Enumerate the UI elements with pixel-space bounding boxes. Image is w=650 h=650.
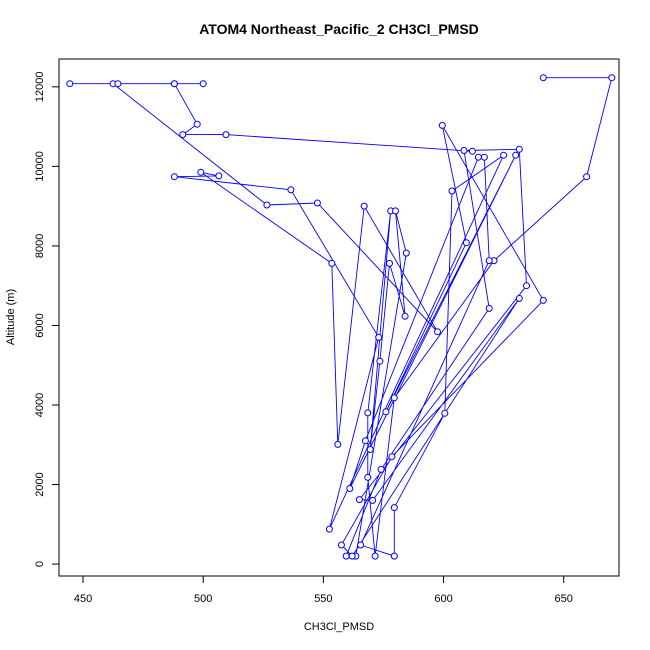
data-point (222, 131, 230, 139)
data-point (474, 153, 482, 161)
data-point (364, 409, 372, 417)
data-point (382, 408, 390, 416)
series-line (69, 77, 613, 557)
data-point (114, 80, 122, 88)
data-point (342, 552, 350, 560)
y-tick-label: 12000 (34, 72, 46, 103)
data-point (215, 172, 223, 180)
data-point (348, 552, 356, 560)
data-point (170, 173, 178, 181)
data-point (583, 173, 591, 181)
data-point (448, 187, 456, 195)
data-point (364, 473, 372, 481)
data-point (512, 151, 520, 159)
data-point (539, 74, 547, 82)
data-point (462, 239, 470, 247)
y-tick-label: 6000 (34, 313, 46, 337)
chart-title: ATOM4 Northeast_Pacific_2 CH3Cl_PMSD (199, 21, 479, 37)
data-point (346, 485, 354, 492)
data-point (197, 168, 205, 176)
data-point (360, 202, 368, 210)
x-tick-label: 450 (74, 593, 92, 605)
data-point (438, 121, 446, 129)
data-point (485, 304, 493, 312)
data-point (485, 257, 493, 265)
data-point (401, 312, 409, 320)
data-point (170, 80, 178, 88)
data-point (392, 207, 399, 215)
data-point (460, 147, 468, 154)
x-tick-label: 650 (555, 593, 573, 605)
data-point (369, 496, 377, 504)
y-tick-label: 8000 (34, 234, 46, 258)
series-layer (66, 74, 616, 560)
x-tick-label: 550 (314, 593, 332, 605)
data-point (375, 333, 383, 341)
data-point (376, 357, 384, 365)
data-point (328, 259, 336, 267)
data-point (523, 282, 530, 290)
y-tick-label: 2000 (34, 472, 46, 496)
data-point (434, 328, 441, 336)
data-point (361, 437, 369, 445)
data-point (386, 259, 393, 267)
data-point (608, 74, 616, 82)
data-point (390, 552, 398, 560)
data-point (357, 541, 365, 549)
data-point (371, 552, 379, 560)
data-point (539, 296, 547, 304)
data-point (515, 294, 523, 302)
x-tick-label: 500 (194, 593, 212, 605)
data-point (287, 186, 295, 194)
data-point (402, 249, 410, 257)
data-point (515, 145, 523, 153)
y-axis-label: Altitude (m) (5, 289, 17, 345)
data-point (334, 440, 342, 448)
data-point (366, 446, 374, 453)
x-tick-label: 600 (434, 593, 452, 605)
data-point (390, 504, 398, 512)
y-tick-label: 0 (34, 561, 46, 567)
data-point (179, 131, 187, 139)
y-tick-label: 4000 (34, 393, 46, 417)
y-axis: 0 2000 4000 6000 8000 10000 12000 (34, 72, 60, 567)
x-axis: 450 500 550 600 650 (74, 575, 573, 605)
data-point (313, 199, 321, 207)
data-point (355, 496, 363, 504)
data-point (388, 453, 396, 461)
data-point (390, 394, 398, 402)
data-point (263, 201, 271, 209)
data-point (480, 153, 488, 161)
data-point (441, 409, 449, 417)
data-point (325, 525, 333, 533)
data-point (337, 541, 345, 549)
data-point (66, 80, 74, 88)
data-point (193, 120, 201, 128)
data-point (468, 147, 476, 155)
data-point (377, 465, 385, 473)
data-point (500, 151, 508, 159)
y-tick-label: 10000 (34, 151, 46, 182)
data-point (199, 80, 207, 88)
x-axis-label: CH3Cl_PMSD (304, 621, 374, 633)
